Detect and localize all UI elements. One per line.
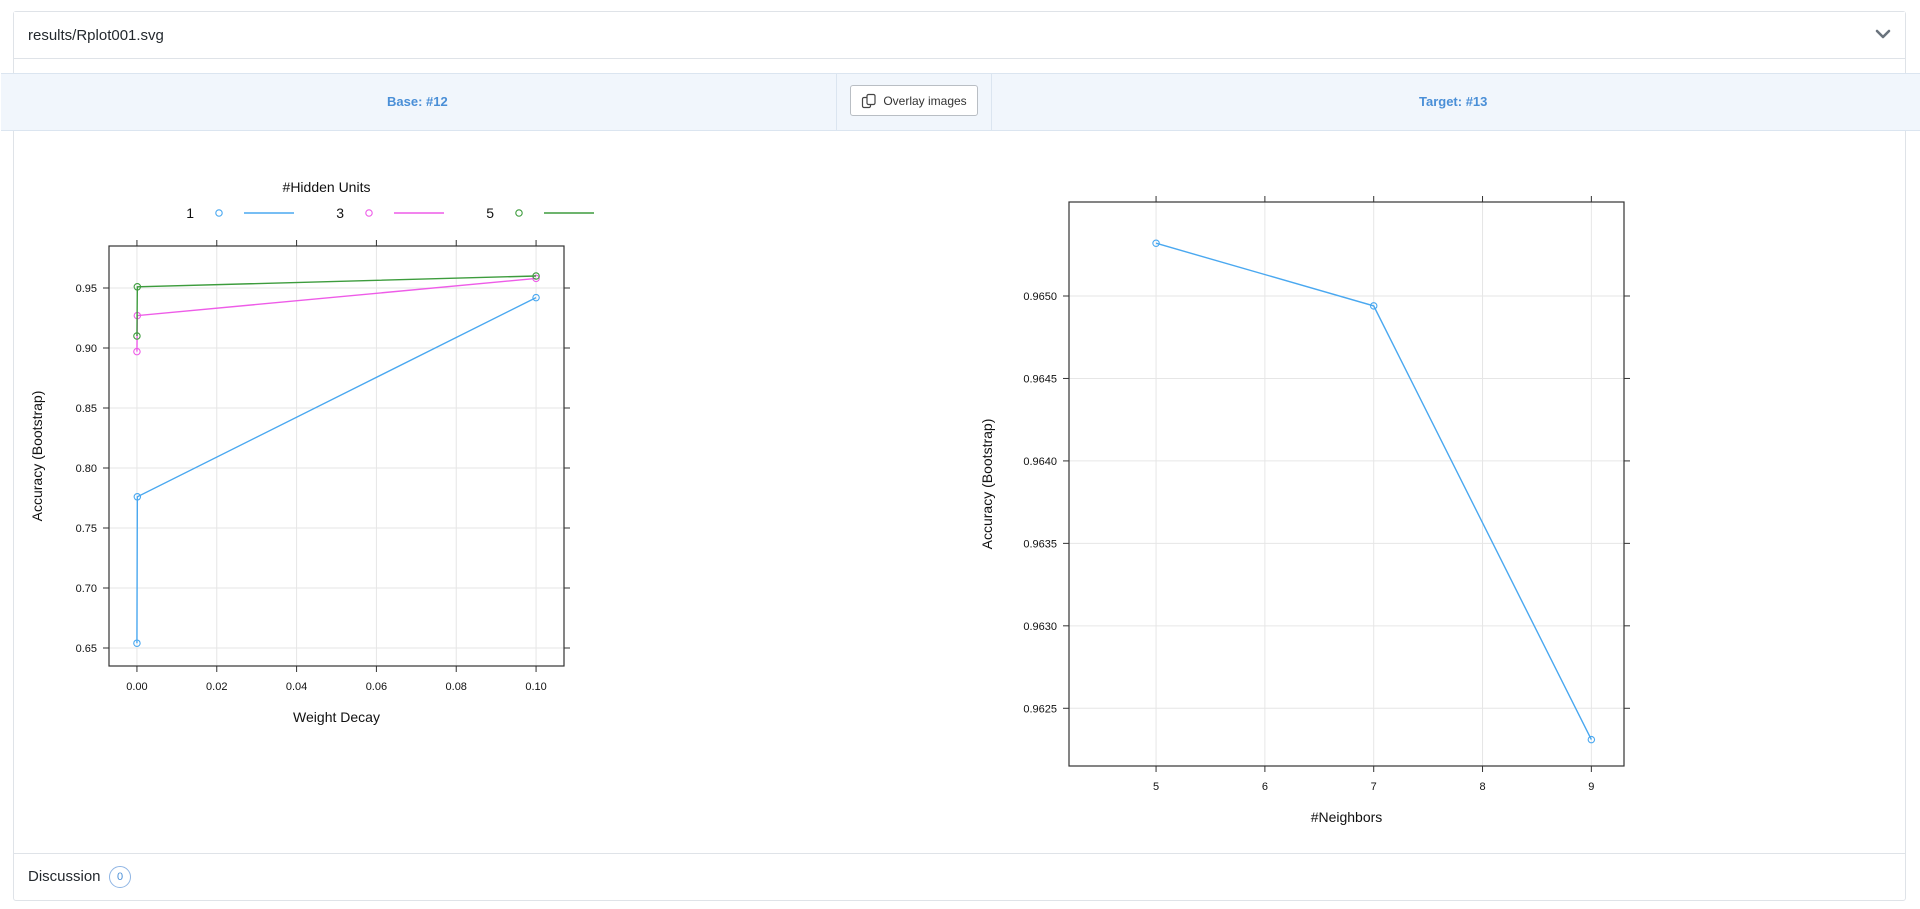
series-line xyxy=(136,275,537,337)
discussion-section: Discussion 0 xyxy=(14,853,1905,901)
y-tick-label: 0.65 xyxy=(76,643,97,655)
plot-frame xyxy=(1068,201,1625,767)
data-point xyxy=(133,639,141,647)
x-tick-label: 0.08 xyxy=(446,681,467,693)
data-point xyxy=(1369,302,1378,310)
data-point xyxy=(133,347,141,356)
y-tick-label: 0.70 xyxy=(76,583,97,595)
data-point xyxy=(133,283,142,291)
base-image-chart: 0.00 0.02 0.04 0.06 0.08 0.10 0.65 0.70 0.75 0.80… xyxy=(29,179,594,725)
y-tick-label: 0.9645 xyxy=(1023,373,1057,385)
x-tick-label: 6 xyxy=(1262,781,1268,793)
comment-count-badge: 0 xyxy=(109,866,131,888)
x-tick-label: 9 xyxy=(1588,781,1594,793)
data-point xyxy=(1152,239,1160,247)
data-point xyxy=(532,293,540,302)
legend-label: 3 xyxy=(336,205,344,221)
y-axis-label: Accuracy (Bootstrap) xyxy=(979,419,995,550)
chevron-down-icon[interactable] xyxy=(1873,24,1893,44)
y-tick-label: 0.9635 xyxy=(1023,538,1057,550)
data-point xyxy=(532,274,540,283)
x-tick-label: 0.04 xyxy=(286,681,307,693)
series-line xyxy=(136,296,537,644)
legend-label: 1 xyxy=(186,205,194,221)
y-tick-label: 0.85 xyxy=(76,403,97,415)
legend-marker xyxy=(215,209,223,217)
x-tick-label: 7 xyxy=(1371,781,1377,793)
divider xyxy=(991,74,992,130)
data-point xyxy=(133,493,142,501)
x-tick-label: 8 xyxy=(1479,781,1485,793)
y-tick-label: 0.80 xyxy=(76,463,97,475)
x-tick-label: 0.02 xyxy=(206,681,227,693)
data-point xyxy=(532,272,540,280)
x-tick-label: 0.10 xyxy=(525,681,546,693)
y-tick-label: 0.90 xyxy=(76,343,97,355)
x-axis-label: Weight Decay xyxy=(293,709,380,725)
x-tick-label: 5 xyxy=(1153,781,1159,793)
legend-label: 5 xyxy=(486,205,494,221)
x-tick-label: 0.06 xyxy=(366,681,387,693)
series-line xyxy=(136,277,537,352)
overlay-icon xyxy=(862,93,876,108)
data-point xyxy=(133,332,141,340)
x-tick-label: 0.00 xyxy=(126,681,147,693)
target-image-chart: 5 6 7 8 9 0.9625 0.9630 0.9635 0.9640 0.9645 0.965… xyxy=(979,196,1630,825)
compare-bar: Base: #12 Overlay images Target: #13 xyxy=(1,73,1920,131)
divider xyxy=(836,74,837,130)
y-tick-label: 0.9625 xyxy=(1023,703,1057,715)
y-tick-label: 0.75 xyxy=(76,523,97,535)
file-header[interactable]: results/Rplot001.svg xyxy=(14,12,1905,59)
legend-marker xyxy=(365,209,373,217)
data-point xyxy=(1587,735,1596,744)
overlay-button-label: Overlay images xyxy=(883,93,967,108)
legend-marker xyxy=(515,209,523,217)
legend-title: #Hidden Units xyxy=(283,179,371,195)
y-axis-label: Accuracy (Bootstrap) xyxy=(29,391,45,522)
x-axis-label: #Neighbors xyxy=(1311,809,1383,825)
y-tick-label: 0.95 xyxy=(76,283,97,295)
y-tick-label: 0.9640 xyxy=(1023,456,1057,468)
file-diff-panel: results/Rplot001.svg Base: #12 Overlay i… xyxy=(1,11,1920,901)
base-commit-link[interactable]: Base: #12 xyxy=(387,94,448,109)
discussion-label[interactable]: Discussion xyxy=(28,868,101,885)
overlay-images-button[interactable]: Overlay images xyxy=(850,85,978,116)
file-name: results/Rplot001.svg xyxy=(28,27,164,44)
plot-frame xyxy=(108,245,565,667)
target-commit-link[interactable]: Target: #13 xyxy=(1419,94,1488,109)
y-tick-label: 0.9630 xyxy=(1023,621,1057,633)
series-line xyxy=(1155,242,1592,740)
y-tick-label: 0.9650 xyxy=(1023,291,1057,303)
